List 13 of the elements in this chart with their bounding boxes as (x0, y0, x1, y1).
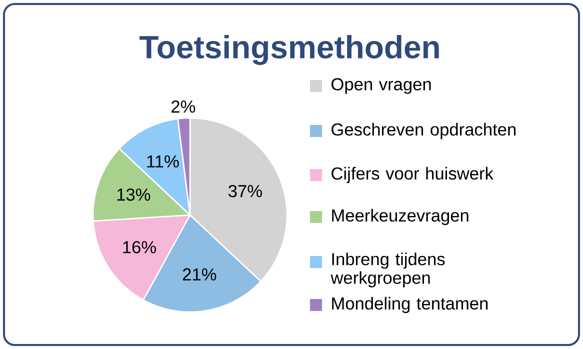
legend-label: Cijfers voor huiswerk (332, 166, 494, 184)
data-label: 2% (172, 100, 196, 113)
legend-label: Open vragen (332, 78, 431, 94)
data-label: 37% (228, 184, 262, 198)
legend-label: Mondeling tentamen (332, 296, 488, 314)
data-label: 11% (147, 155, 179, 168)
data-label: 16% (123, 241, 156, 254)
data-label: 13% (117, 188, 150, 201)
legend-label: Geschreven opdrachten (332, 122, 516, 140)
legend-label: Meerkeuzevragen (332, 208, 468, 226)
legend-label: Inbreng tijdens werkgroepen (330, 252, 445, 288)
chart-title: Toetsingsmethoden (140, 35, 439, 65)
data-label: 21% (182, 268, 216, 280)
